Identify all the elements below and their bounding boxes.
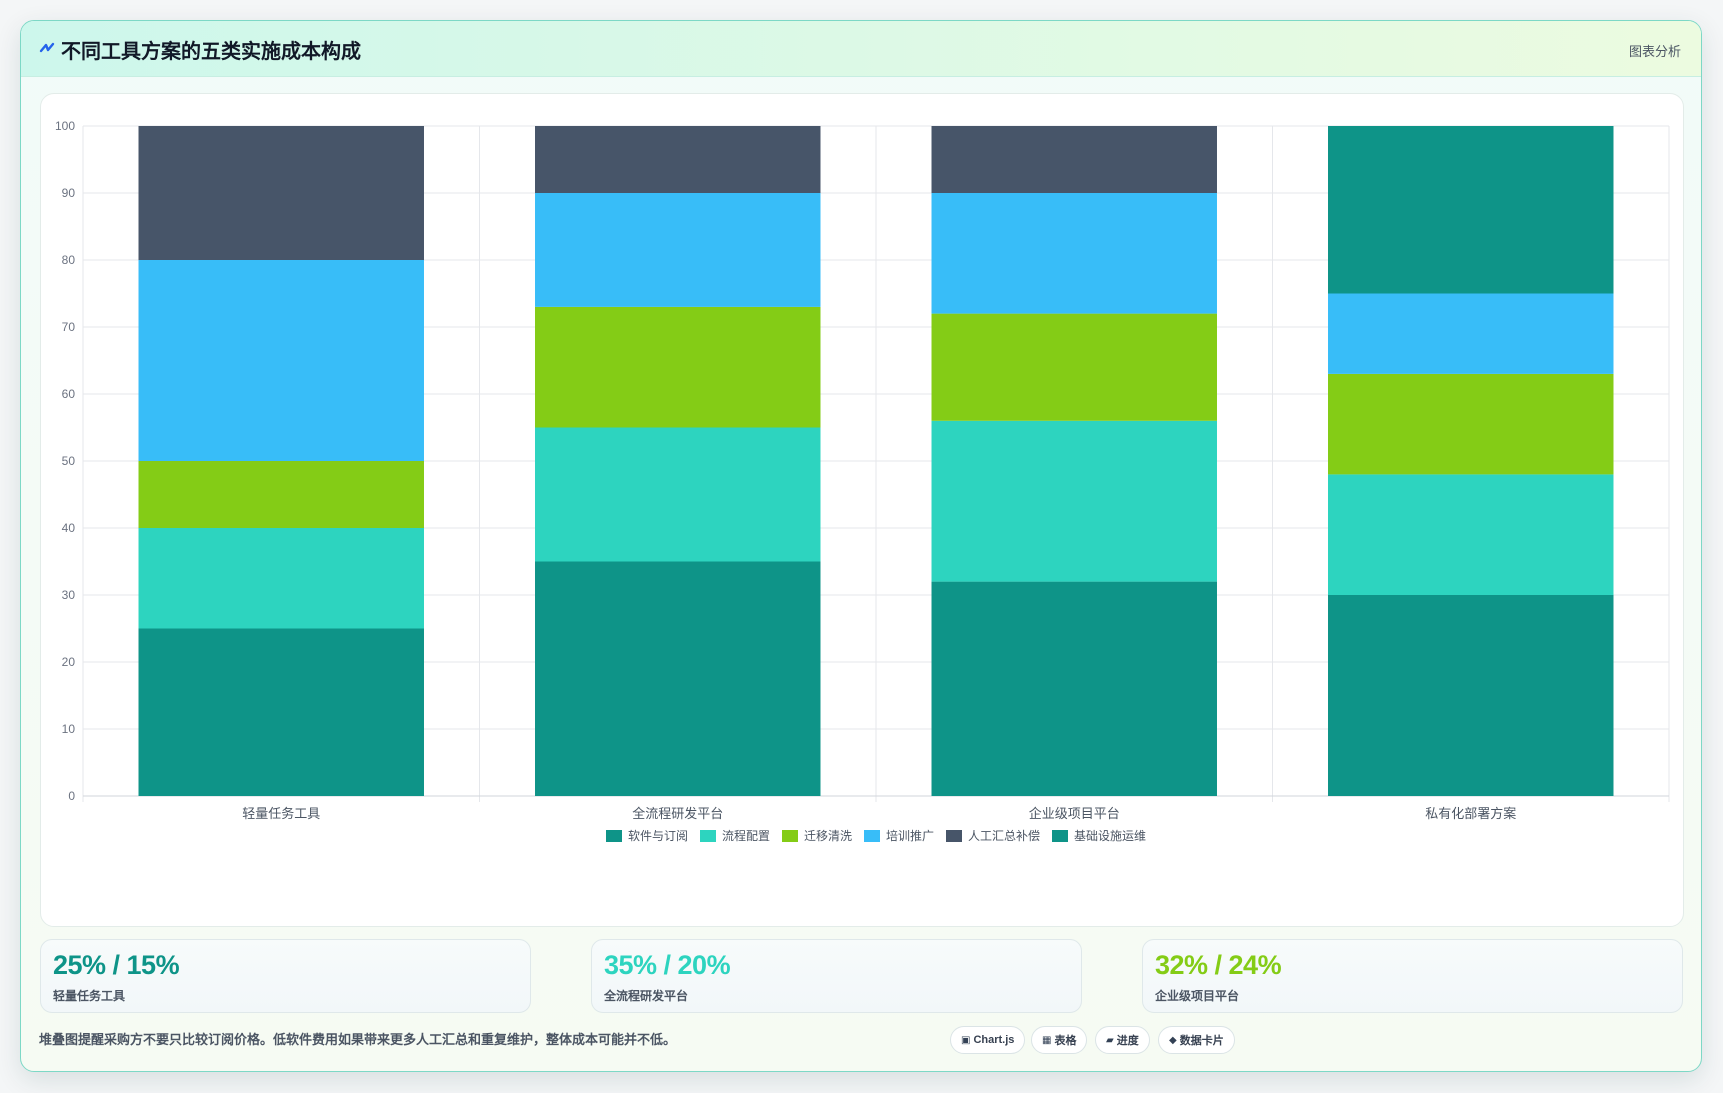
bar-segment xyxy=(1328,373,1614,475)
x-tick-label: 轻量任务工具 xyxy=(242,806,320,821)
y-tick-label: 90 xyxy=(62,186,76,200)
diamond-icon: ◆ xyxy=(1169,1034,1177,1046)
kpi-label: 企业级项目平台 xyxy=(1155,989,1240,1003)
bar-segment xyxy=(535,306,821,428)
kpi-value: 25% / 15% xyxy=(53,950,180,980)
legend-label: 培训推广 xyxy=(886,828,934,843)
card-header: 不同工具方案的五类实施成本构成 图表分析 xyxy=(21,21,1701,77)
chip-label: 表格 xyxy=(1054,1035,1077,1047)
bar-segment xyxy=(931,126,1217,193)
y-tick-label: 10 xyxy=(62,722,76,736)
y-tick-label: 0 xyxy=(68,789,75,803)
bar-segment xyxy=(1328,595,1614,796)
y-tick-label: 80 xyxy=(62,253,76,267)
legend-swatch xyxy=(606,830,622,842)
y-tick-label: 100 xyxy=(55,119,75,133)
y-tick-label: 50 xyxy=(62,454,76,468)
kpi-card: 35% / 20% 全流程研发平台 xyxy=(591,939,1082,1013)
legend-swatch xyxy=(700,830,716,842)
kpi-card: 32% / 24% 企业级项目平台 xyxy=(1142,939,1683,1013)
bar-segment xyxy=(931,313,1217,421)
bar-segment xyxy=(535,126,821,193)
chip-label: 进度 xyxy=(1116,1035,1139,1047)
legend-swatch xyxy=(1052,830,1068,842)
chip-table[interactable]: ▦ 表格 xyxy=(1031,1026,1088,1054)
legend-swatch xyxy=(864,830,880,842)
stacked-bar-chart: 0 10 20 30 40 50 60 70 80 90 100 轻量任务工具 全流程研发平台 企业级项目… xyxy=(55,119,1670,843)
kpi-label: 全流程研发平台 xyxy=(604,989,689,1003)
chart-analysis-badge[interactable]: 图表分析 xyxy=(1628,44,1681,59)
bar-segment xyxy=(1328,126,1614,294)
bar-segment xyxy=(535,193,821,307)
chart-panel: 0 10 20 30 40 50 60 70 80 90 100 轻量任务工具 全流程研发平台 企业级项目… xyxy=(40,93,1684,927)
bar-segment xyxy=(138,528,424,629)
y-tick-label: 40 xyxy=(62,521,76,535)
y-tick-label: 20 xyxy=(62,655,76,669)
x-tick-label: 私有化部署方案 xyxy=(1425,806,1516,821)
page-title: 不同工具方案的五类实施成本构成 xyxy=(61,41,361,63)
x-tick-label: 企业级项目平台 xyxy=(1029,806,1120,821)
bar-segment xyxy=(931,581,1217,796)
chip-label: Chart.js xyxy=(973,1034,1015,1046)
legend-label: 软件与订阅 xyxy=(628,829,688,843)
progress-icon: ▰ xyxy=(1106,1034,1114,1046)
dashboard-card: 不同工具方案的五类实施成本构成 图表分析 0 10 20 30 40 50 60 70 80 90… xyxy=(20,20,1702,1072)
y-tick-label: 30 xyxy=(62,588,76,602)
legend-swatch xyxy=(946,830,962,842)
bar-segment xyxy=(931,420,1217,582)
kpi-label: 轻量任务工具 xyxy=(53,989,126,1003)
bar-segment xyxy=(535,427,821,562)
bar-segment xyxy=(138,628,424,796)
chart-icon: ▣ xyxy=(961,1034,971,1046)
legend-label: 迁移清洗 xyxy=(804,829,852,843)
bar-segment xyxy=(931,193,1217,314)
bar-segment xyxy=(138,126,424,260)
kpi-card: 25% / 15% 轻量任务工具 xyxy=(40,939,531,1013)
bar-segment xyxy=(1328,474,1614,595)
zigzag-logo-icon xyxy=(39,42,55,53)
footer-note: 堆叠图提醒采购方不要只比较订阅价格。低软件费用如果带来更多人工汇总和重复维护，整… xyxy=(39,1032,677,1047)
y-tick-label: 70 xyxy=(62,320,76,334)
kpi-value: 35% / 20% xyxy=(604,950,731,980)
table-icon: ▦ xyxy=(1042,1034,1052,1046)
chip-label: 数据卡片 xyxy=(1179,1035,1224,1047)
chip-data-card[interactable]: ◆ 数据卡片 xyxy=(1158,1026,1235,1054)
bar-segment xyxy=(138,260,424,461)
kpi-value: 32% / 24% xyxy=(1155,950,1282,980)
chip-chartjs[interactable]: ▣ Chart.js xyxy=(950,1026,1026,1054)
x-tick-label: 全流程研发平台 xyxy=(632,806,723,821)
legend-label: 流程配置 xyxy=(722,828,770,843)
bar-segment xyxy=(535,561,821,796)
legend-label: 基础设施运维 xyxy=(1074,829,1146,843)
legend-swatch xyxy=(782,830,798,842)
bar-segment xyxy=(1328,293,1614,374)
y-tick-label: 60 xyxy=(62,387,76,401)
chip-progress[interactable]: ▰ 进度 xyxy=(1095,1026,1150,1054)
legend-label: 人工汇总补偿 xyxy=(968,828,1040,843)
bar-segment xyxy=(138,461,424,528)
